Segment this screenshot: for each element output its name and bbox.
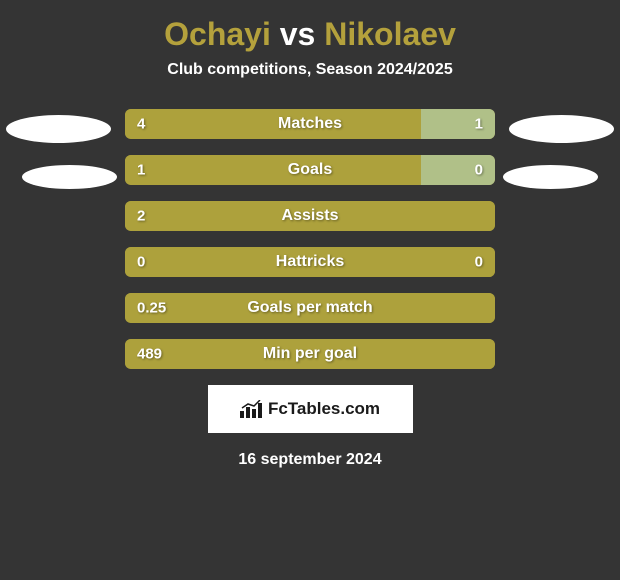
stat-value-left: 489 xyxy=(137,346,162,363)
stat-value-left: 0 xyxy=(137,254,145,271)
brand-text: FcTables.com xyxy=(268,399,380,419)
stat-bar: 2 Assists xyxy=(125,201,495,231)
bars-container: 4 Matches 1 1 Goals 0 2 Assists 0 Hattricks 0 0.25 G… xyxy=(125,109,495,369)
brand-badge: FcTables.com xyxy=(208,385,413,433)
stat-bar: 4 Matches 1 xyxy=(125,109,495,139)
decor-ellipse-left-1 xyxy=(6,115,111,143)
stat-label: Goals xyxy=(288,161,332,179)
stat-bar: 489 Min per goal xyxy=(125,339,495,369)
comparison-title: Ochayi vs Nikolaev xyxy=(0,0,620,61)
stat-value-left: 4 xyxy=(137,116,145,133)
stat-value-left: 2 xyxy=(137,208,145,225)
bar-segment-right xyxy=(421,109,495,139)
bar-segment-left xyxy=(125,155,421,185)
stat-bar: 0 Hattricks 0 xyxy=(125,247,495,277)
player1-name: Ochayi xyxy=(164,16,271,52)
bar-segment-right xyxy=(421,155,495,185)
bar-segment-left xyxy=(125,109,421,139)
decor-ellipse-left-2 xyxy=(22,165,117,189)
stat-value-left: 1 xyxy=(137,162,145,179)
stat-value-right: 1 xyxy=(475,116,483,133)
vs-text: vs xyxy=(280,16,316,52)
chart-icon xyxy=(240,400,262,418)
stat-value-right: 0 xyxy=(475,254,483,271)
stat-label: Min per goal xyxy=(263,345,357,363)
decor-ellipse-right-1 xyxy=(509,115,614,143)
stat-label: Hattricks xyxy=(276,253,344,271)
stat-label: Matches xyxy=(278,115,342,133)
decor-ellipse-right-2 xyxy=(503,165,598,189)
stat-value-right: 0 xyxy=(475,162,483,179)
stat-bar: 0.25 Goals per match xyxy=(125,293,495,323)
stat-label: Assists xyxy=(282,207,339,225)
stat-label: Goals per match xyxy=(247,299,372,317)
comparison-area: 4 Matches 1 1 Goals 0 2 Assists 0 Hattricks 0 0.25 G… xyxy=(0,109,620,369)
subtitle: Club competitions, Season 2024/2025 xyxy=(0,61,620,79)
stat-bar: 1 Goals 0 xyxy=(125,155,495,185)
date-text: 16 september 2024 xyxy=(0,451,620,469)
player2-name: Nikolaev xyxy=(324,16,456,52)
stat-value-left: 0.25 xyxy=(137,300,166,317)
